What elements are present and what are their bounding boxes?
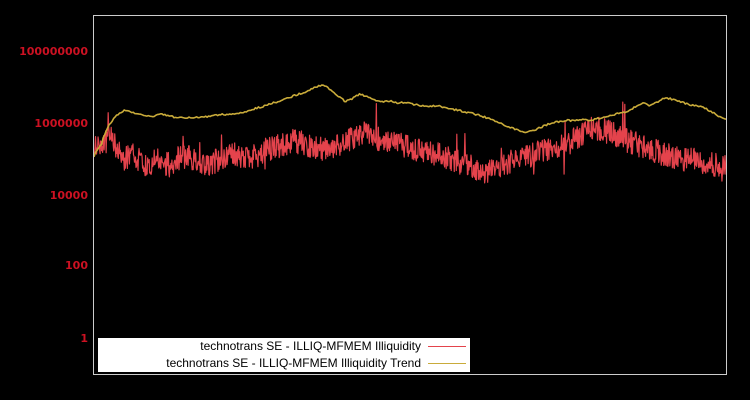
- y-tick-label-100: 100: [65, 259, 88, 272]
- chart-legend: technotrans SE - ILLIQ-MFMEM Illiquidity…: [98, 338, 470, 372]
- y-tick-label-100000000: 100000000: [19, 45, 88, 58]
- legend-label-illiquidity-trend: technotrans SE - ILLIQ-MFMEM Illiquidity…: [166, 356, 421, 370]
- y-tick-label-1: 1: [80, 332, 88, 345]
- y-tick-label-10000: 10000: [49, 189, 88, 202]
- legend-entry-illiquidity[interactable]: technotrans SE - ILLIQ-MFMEM Illiquidity: [98, 338, 470, 355]
- line-swatch-icon: [428, 363, 466, 364]
- legend-label-illiquidity: technotrans SE - ILLIQ-MFMEM Illiquidity: [200, 339, 421, 353]
- series-canvas: [94, 84, 726, 184]
- series-illiquidity-trend: [94, 84, 726, 158]
- legend-entry-illiquidity-trend[interactable]: technotrans SE - ILLIQ-MFMEM Illiquidity…: [98, 355, 470, 372]
- y-axis-tick-labels: 100000000 1000000 10000 100 1: [0, 0, 88, 400]
- line-swatch-icon: [428, 346, 466, 347]
- plot-area: [93, 15, 727, 375]
- series-illiquidity: [94, 101, 726, 184]
- y-tick-label-1000000: 1000000: [34, 117, 88, 130]
